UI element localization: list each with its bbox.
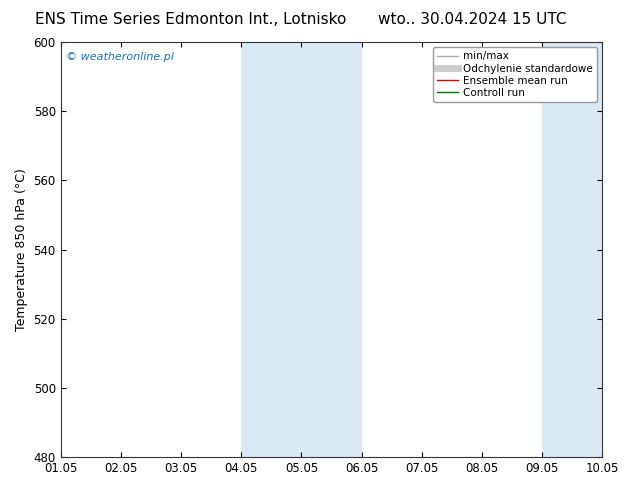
Bar <box>301 42 361 457</box>
Legend: min/max, Odchylenie standardowe, Ensemble mean run, Controll run: min/max, Odchylenie standardowe, Ensembl… <box>433 47 597 102</box>
Text: ENS Time Series Edmonton Int., Lotnisko: ENS Time Series Edmonton Int., Lotnisko <box>34 12 346 27</box>
Y-axis label: Temperature 850 hPa (°C): Temperature 850 hPa (°C) <box>15 168 28 331</box>
Text: © weatheronline.pl: © weatheronline.pl <box>66 52 174 62</box>
Bar <box>542 42 602 457</box>
Text: wto.. 30.04.2024 15 UTC: wto.. 30.04.2024 15 UTC <box>378 12 567 27</box>
Bar <box>241 42 301 457</box>
